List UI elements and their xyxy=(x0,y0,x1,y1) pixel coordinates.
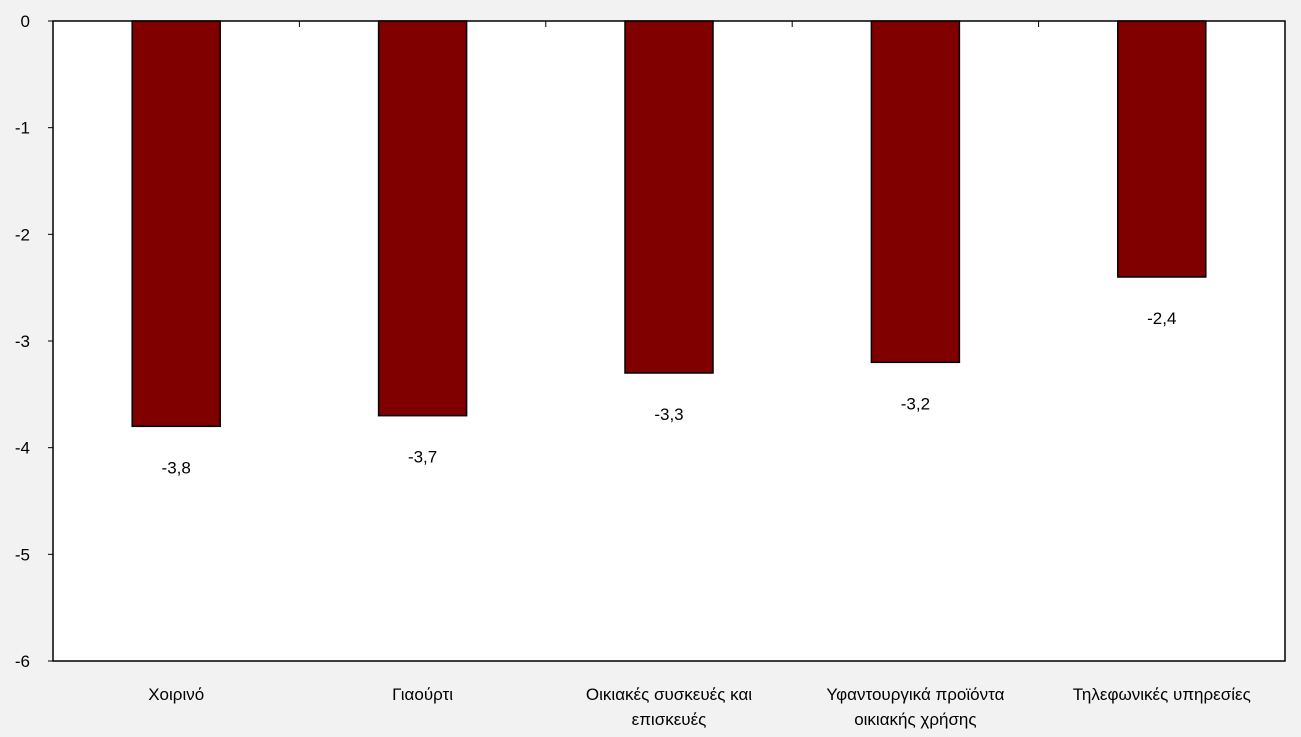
x-axis: Χοιρινό Γιαούρτι Οικιακές συσκευές και επισ… xyxy=(52,21,1286,729)
bar xyxy=(1117,20,1207,278)
bar-data-label: -3,8 xyxy=(162,458,191,477)
y-tick-label: -5 xyxy=(15,545,30,564)
bar-data-label: -3,3 xyxy=(654,405,683,424)
bar-data-label: -3,7 xyxy=(408,448,437,467)
bar-data-label: -2,4 xyxy=(1147,309,1176,328)
y-tick-label: -4 xyxy=(15,439,30,458)
bar xyxy=(377,20,468,417)
bar xyxy=(131,20,221,428)
x-category-label: Γιαούρτι xyxy=(392,685,453,704)
y-tick-label: 0 xyxy=(21,12,30,31)
y-tick-label: -3 xyxy=(15,332,30,351)
x-category-label: Υφαντουργικά προϊόντα οικιακής χρήσης xyxy=(826,685,1004,729)
y-tick-label: -6 xyxy=(15,652,30,671)
x-category-label: Τηλεφωνικές υπηρεσίες xyxy=(1073,685,1251,704)
x-category-label: Οικιακές συσκευές και επισκευές xyxy=(586,685,752,729)
data-labels-group: -3,8 -3,7 -3,3 -3,2 -2,4 xyxy=(162,309,1177,477)
y-tick-label: -1 xyxy=(15,119,30,138)
x-category-label: Χοιρινό xyxy=(148,685,204,704)
y-tick-label: -2 xyxy=(15,225,30,244)
bar-data-label: -3,2 xyxy=(901,394,930,413)
y-axis: 0 -1 -2 -3 -4 -5 -6 xyxy=(15,12,53,671)
bar xyxy=(870,20,961,364)
bars-group xyxy=(131,20,1207,428)
bar xyxy=(624,20,714,374)
